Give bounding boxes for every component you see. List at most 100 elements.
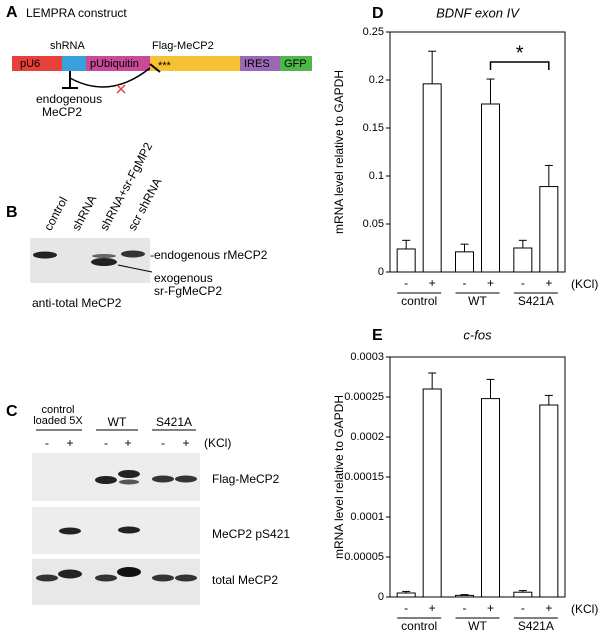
- y-axis-label: mRNA level relative to GAPDH: [332, 70, 346, 234]
- bar: [455, 251, 474, 273]
- group-label: S421A: [518, 619, 554, 633]
- cross: [116, 84, 126, 94]
- y-tick-label: 0.0003: [350, 351, 384, 363]
- bar: [422, 388, 442, 598]
- group-label: control: [401, 619, 437, 633]
- segment-label: ***: [158, 60, 172, 72]
- bar: [455, 594, 474, 598]
- bar: [539, 186, 559, 273]
- x-tick-label: +: [487, 276, 494, 290]
- group-label: WT: [468, 619, 487, 633]
- inhibition: [62, 71, 78, 89]
- band-label: -endogenous rMeCP2: [150, 248, 268, 262]
- lane-label: +: [66, 436, 73, 450]
- y-tick-label: 0.0001: [350, 511, 384, 523]
- y-tick-label: 0.2: [369, 74, 384, 86]
- y-tick-label: 0: [378, 266, 384, 278]
- group-label: S421A: [156, 415, 192, 429]
- caption: anti-total MeCP2: [32, 296, 122, 310]
- segment: [240, 56, 280, 71]
- segment: [86, 56, 150, 71]
- lane-label: shRNA: [69, 193, 99, 233]
- row-label: total MeCP2: [212, 573, 278, 587]
- x-tick-label: +: [429, 601, 436, 615]
- y-axis-label: mRNA level relative to GAPDH: [332, 395, 346, 559]
- group-note: (KCl): [571, 602, 598, 616]
- group-label: control: [41, 404, 74, 416]
- lane-label: -: [45, 436, 49, 450]
- band: [121, 250, 145, 258]
- y-tick-label: 0.00025: [344, 391, 384, 403]
- chart-title: c-fos: [463, 327, 492, 342]
- annotation: *: [516, 42, 524, 64]
- band: [33, 251, 57, 259]
- band: [58, 569, 82, 579]
- y-tick-label: 0.1: [369, 170, 384, 182]
- panel-label: D: [372, 5, 384, 22]
- band: [175, 475, 197, 483]
- x-tick-label: -: [521, 276, 525, 290]
- band: [91, 258, 117, 266]
- x-tick-label: -: [404, 276, 408, 290]
- plot-frame: [389, 356, 566, 598]
- band: [118, 470, 140, 478]
- row-label: Flag-MeCP2: [212, 472, 280, 486]
- band: [59, 527, 81, 535]
- blot: [32, 507, 200, 554]
- segment-label: Flag-MeCP2: [152, 40, 214, 52]
- band-label: sr-FgMeCP2: [154, 284, 222, 298]
- band: [175, 574, 197, 582]
- inhibition-arc: [69, 67, 151, 88]
- panel-label: E: [372, 327, 383, 344]
- panel-label: A: [6, 4, 18, 21]
- bar: [539, 404, 559, 598]
- x-tick-label: -: [463, 601, 467, 615]
- target-label: MeCP2: [42, 105, 82, 119]
- group-label: WT: [108, 415, 127, 429]
- bar: [513, 591, 533, 598]
- panel-label: B: [6, 204, 18, 221]
- x-tick-label: +: [545, 601, 552, 615]
- bar: [396, 592, 416, 598]
- band: [152, 574, 174, 582]
- y-tick-label: 0.00015: [344, 471, 384, 483]
- x-tick-label: -: [404, 601, 408, 615]
- y-tick-label: 0.15: [363, 122, 384, 134]
- segment: [62, 56, 86, 71]
- x-tick-label: +: [429, 276, 436, 290]
- note: (KCl): [204, 436, 231, 450]
- lane-label: +: [182, 436, 189, 450]
- significance-bracket: [489, 61, 550, 70]
- target-label: endogenous: [36, 92, 102, 106]
- band: [95, 476, 117, 484]
- bar: [396, 248, 416, 273]
- segment-label: IRES: [244, 58, 270, 70]
- segment-label: shRNA: [50, 40, 86, 52]
- segment: [280, 56, 312, 71]
- group-label: loaded 5X: [33, 415, 83, 427]
- panel-title: LEMPRA construct: [26, 6, 127, 20]
- segment: [150, 56, 240, 71]
- plot-frame: [389, 31, 566, 273]
- lane-label: -: [104, 436, 108, 450]
- group-label: S421A: [518, 294, 554, 308]
- lane-label: +: [124, 436, 131, 450]
- group-note: (KCl): [571, 277, 598, 291]
- panel-label: C: [6, 403, 18, 420]
- segment-label: pU6: [20, 58, 40, 70]
- x-tick-label: -: [521, 601, 525, 615]
- band: [117, 567, 141, 577]
- segment-label: pUbiquitin: [90, 58, 139, 70]
- band: [92, 254, 116, 258]
- segment-label: GFP: [284, 58, 307, 70]
- y-tick-label: 0.25: [363, 26, 384, 38]
- y-tick-label: 0: [378, 591, 384, 603]
- bar: [513, 247, 533, 273]
- x-tick-label: +: [487, 601, 494, 615]
- lane-label: -: [161, 436, 165, 450]
- chart-title: BDNF exon IV: [436, 5, 520, 20]
- blot: [32, 559, 200, 605]
- band: [152, 475, 174, 483]
- lane-label: control: [41, 195, 70, 233]
